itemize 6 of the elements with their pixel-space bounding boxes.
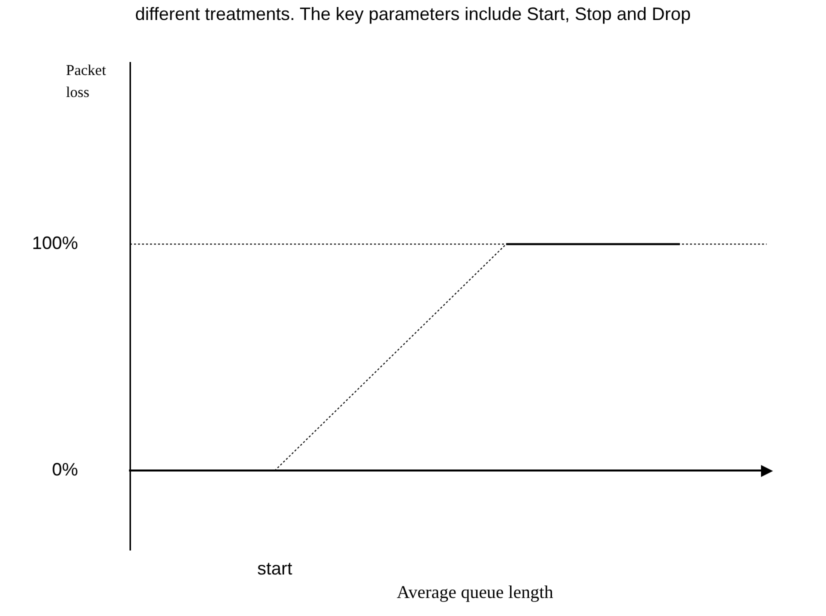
chart-title: different treatments. The key parameters include Start, Stop and Drop: [134, 4, 692, 25]
x-axis-title: Average queue length: [396, 582, 554, 603]
x-tick-label: start: [257, 558, 292, 578]
y-tick-label: 100%: [32, 233, 78, 254]
y-tick-label: 0%: [52, 460, 78, 480]
y-axis-title: Packet loss: [66, 62, 106, 103]
